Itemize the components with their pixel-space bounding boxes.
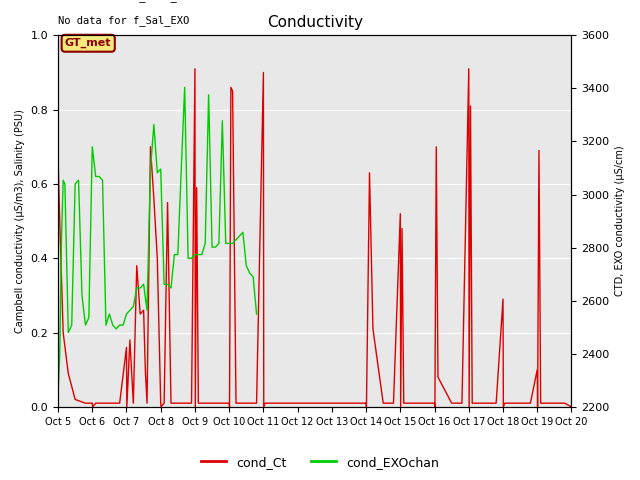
Text: GT_met: GT_met — [65, 38, 111, 48]
Legend: cond_Ct, cond_EXOchan: cond_Ct, cond_EXOchan — [196, 451, 444, 474]
Text: No data for f_Sal_EXO: No data for f_Sal_EXO — [58, 15, 189, 26]
Y-axis label: Campbell conductivity (μS/m3), Salinity (PSU): Campbell conductivity (μS/m3), Salinity … — [15, 109, 25, 333]
Title: Conductivity: Conductivity — [267, 15, 363, 30]
Y-axis label: CTD, EXO conductivity (μS/cm): CTD, EXO conductivity (μS/cm) — [615, 146, 625, 297]
Text: No data for f_cond_CTD: No data for f_cond_CTD — [58, 0, 196, 2]
